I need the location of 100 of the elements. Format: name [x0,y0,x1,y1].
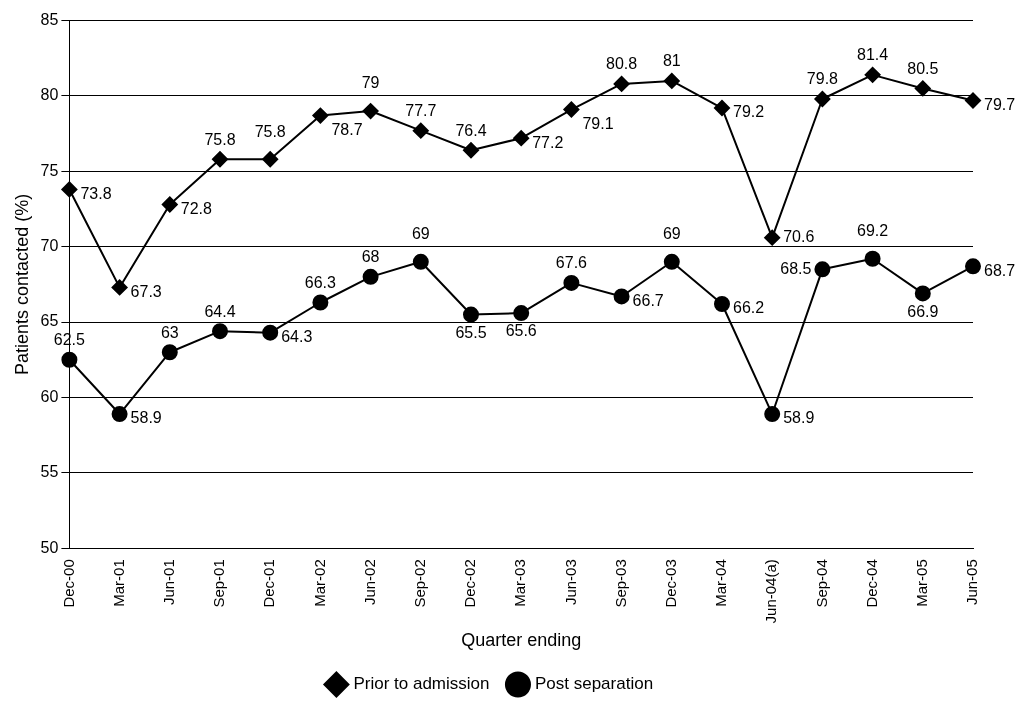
data-label: 58.9 [130,409,162,427]
data-label: 67.6 [555,254,588,272]
x-tick-label: Mar-04 [712,559,730,607]
data-label: 68.7 [984,261,1016,279]
point [663,253,680,270]
data-label: 77.7 [405,102,437,120]
data-label: 79.1 [582,114,614,132]
data-label: 69 [662,225,681,243]
y-tick-label: 80 [40,86,59,104]
x-tick-label: Mar-01 [109,559,127,607]
x-tick-label: Dec-04 [862,559,880,608]
y-tick-label: 85 [40,11,59,29]
point [864,66,881,83]
point [111,279,128,296]
point [914,80,931,97]
y-tick-label: 60 [40,387,59,405]
data-label: 81 [662,52,681,70]
point [714,100,730,117]
x-tick-label: Dec-02 [461,559,479,608]
data-label: 78.7 [331,120,363,138]
point [814,261,831,278]
point [764,229,781,246]
point [61,351,78,368]
x-tick-label: Sep-03 [611,559,629,608]
x-axis-title: Quarter ending [461,630,582,651]
point [814,90,831,107]
data-label: 68.5 [780,259,812,277]
point [965,258,981,275]
x-tick-label: Mar-03 [511,559,529,607]
data-label: 79.2 [733,103,765,121]
x-tick-label: Sep-04 [812,559,830,608]
data-label: 76.4 [455,121,487,139]
point [212,151,228,168]
x-tick-label: Jun-04(a) [762,559,780,624]
data-label: 69.2 [857,222,889,240]
y-tick-label: 65 [40,312,59,330]
data-label: 64.4 [204,302,236,320]
data-label: 65.6 [505,322,537,340]
data-label: 77.2 [532,133,564,151]
point [412,122,429,139]
x-tick-label: Jun-03 [561,559,579,606]
data-label: 80.5 [907,59,939,77]
point [613,288,630,305]
x-tick-label: Jun-05 [963,559,981,606]
data-label: 66.9 [907,302,939,320]
data-label: 63 [160,323,179,341]
data-label: 79.7 [984,95,1016,113]
point [513,130,530,147]
y-axis-title: Patients contacted (%) [11,193,32,375]
x-tick-label: Mar-02 [310,559,328,607]
data-label: 66.7 [632,291,664,309]
data-label: 75.8 [204,130,236,148]
x-tick-label: Jun-02 [360,559,378,606]
x-tick-label: Sep-01 [210,559,228,608]
data-label: 65.5 [455,323,487,341]
legend-label: Post separation [534,674,654,694]
y-tick-label: 70 [40,237,59,255]
legend-label: Prior to admission [353,674,490,694]
data-label: 75.8 [254,122,286,140]
point [563,274,580,291]
data-label: 67.3 [130,282,162,300]
point [212,323,228,340]
x-tick-label: Mar-05 [912,559,930,607]
y-tick-label: 55 [40,463,59,481]
data-label: 69 [411,225,430,243]
data-label: 66.3 [304,273,337,291]
point [362,103,379,120]
point [61,181,78,198]
point [463,306,479,323]
point [312,107,329,124]
point [262,151,279,168]
data-label: 58.9 [783,409,815,427]
point [663,72,680,89]
data-label: 68 [361,248,380,266]
point [714,296,730,312]
point [563,101,580,118]
point [312,294,329,311]
point [161,196,178,213]
point [111,406,128,423]
point [412,253,429,270]
data-label: 79.8 [806,70,839,88]
point [362,268,379,285]
data-label: 79 [361,74,380,92]
x-tick-label: Dec-03 [661,559,679,608]
point [864,250,881,267]
x-tick-label: Dec-01 [260,559,278,608]
point [513,305,530,322]
point [613,75,630,92]
y-tick-label: 50 [40,538,59,556]
x-tick-label: Jun-01 [159,559,177,606]
x-tick-label: Sep-02 [410,559,428,608]
data-label: 64.3 [281,328,313,346]
x-tick-label: Dec-00 [59,559,77,608]
point [262,324,279,341]
data-label: 70.6 [783,228,815,246]
data-label: 81.4 [857,46,889,64]
data-label: 72.8 [180,199,213,217]
data-label: 73.8 [80,184,112,202]
point [161,344,178,361]
point [764,406,781,423]
